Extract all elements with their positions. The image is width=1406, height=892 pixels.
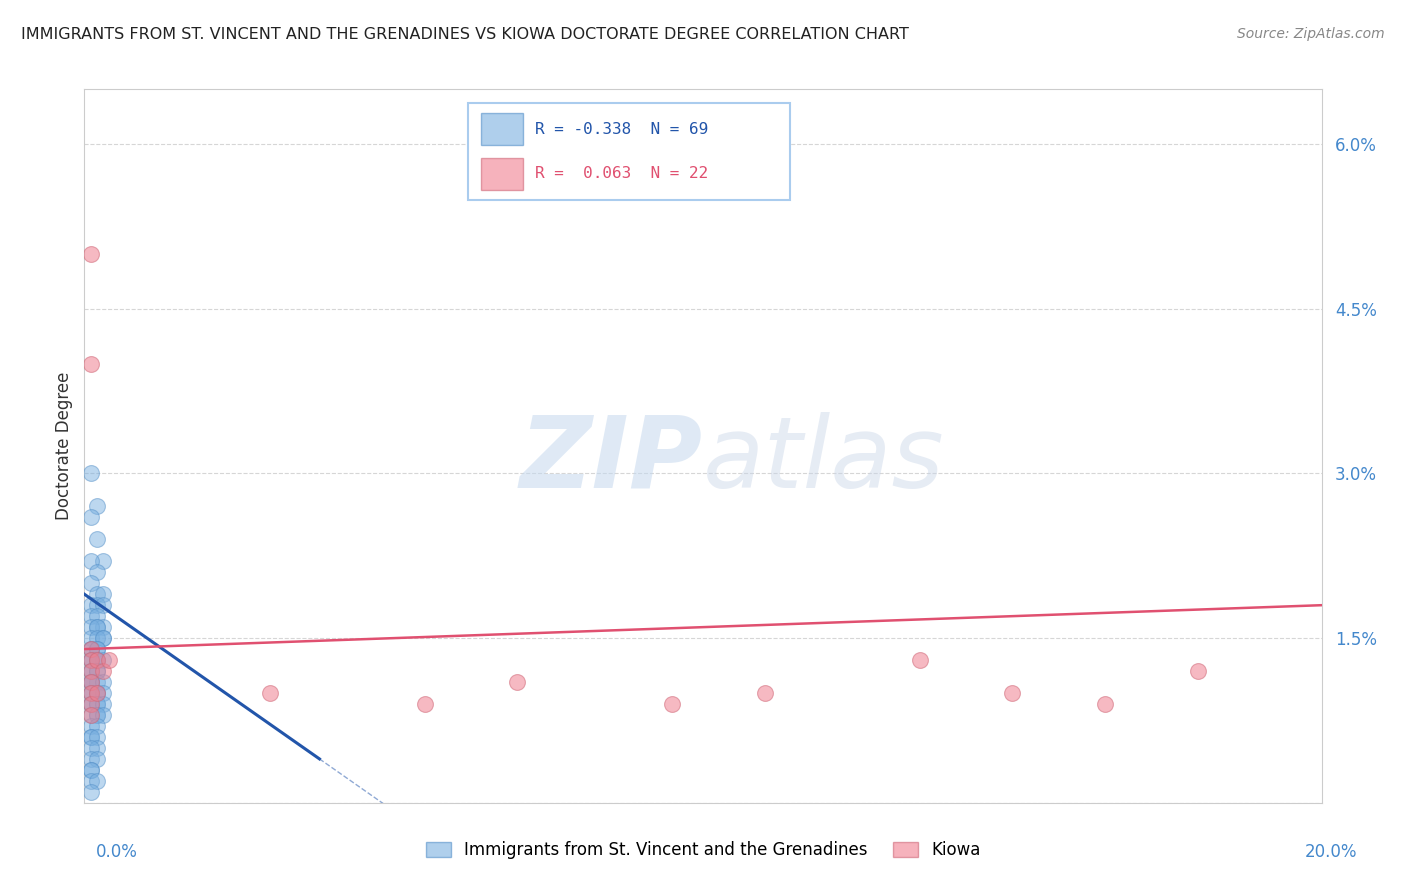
Point (86, 620, 108, 634)
Text: Source: ZipAtlas.com: Source: ZipAtlas.com (1237, 27, 1385, 41)
Point (86, 708, 108, 723)
Point (1001, 686, 1024, 700)
Point (79, 675, 101, 690)
Point (86, 752, 108, 766)
Point (79, 697, 101, 711)
Text: atlas: atlas (703, 412, 945, 508)
Point (86, 730, 108, 744)
Point (86, 566, 108, 580)
Point (79, 642, 101, 657)
Point (79, 697, 101, 711)
Point (79, 631, 101, 645)
Point (79, 357, 101, 371)
Point (86, 664, 108, 678)
Point (79, 642, 101, 657)
Point (86, 587, 108, 601)
Point (1094, 697, 1116, 711)
Point (79, 247, 101, 261)
Point (259, 686, 281, 700)
Point (91, 697, 114, 711)
Point (79, 554, 101, 568)
Point (79, 664, 101, 678)
Point (86, 609, 108, 624)
Point (86, 773, 108, 788)
Point (79, 686, 101, 700)
Point (86, 686, 108, 700)
Point (86, 642, 108, 657)
Point (79, 697, 101, 711)
Point (86, 500, 108, 514)
Point (91, 664, 114, 678)
Point (79, 740, 101, 755)
Point (79, 730, 101, 744)
Point (79, 642, 101, 657)
Point (79, 730, 101, 744)
Point (91, 686, 114, 700)
Point (79, 773, 101, 788)
Point (86, 642, 108, 657)
Point (1187, 664, 1209, 678)
Y-axis label: Doctorate Degree: Doctorate Degree (55, 372, 73, 520)
Point (86, 653, 108, 667)
Point (79, 664, 101, 678)
Point (908, 653, 931, 667)
Point (86, 653, 108, 667)
Point (86, 664, 108, 678)
Point (79, 719, 101, 733)
Point (754, 686, 776, 700)
Point (86, 719, 108, 733)
Point (86, 675, 108, 690)
Point (86, 653, 108, 667)
Point (79, 708, 101, 723)
Point (86, 686, 108, 700)
Point (79, 510, 101, 524)
Point (91, 620, 114, 634)
Point (79, 653, 101, 667)
Point (91, 631, 114, 645)
Point (91, 554, 114, 568)
Point (86, 697, 108, 711)
Point (79, 664, 101, 678)
Point (79, 620, 101, 634)
Point (79, 763, 101, 777)
Point (91, 631, 114, 645)
Point (506, 675, 529, 690)
Point (86, 740, 108, 755)
Point (79, 609, 101, 624)
Point (79, 675, 101, 690)
Point (79, 675, 101, 690)
Text: 20.0%: 20.0% (1305, 843, 1357, 861)
Point (661, 697, 683, 711)
Point (86, 533, 108, 547)
Point (413, 697, 436, 711)
Point (91, 708, 114, 723)
Point (86, 686, 108, 700)
Point (86, 598, 108, 612)
Point (86, 697, 108, 711)
Point (86, 708, 108, 723)
Point (79, 653, 101, 667)
Point (91, 598, 114, 612)
Point (91, 653, 114, 667)
Point (98, 653, 121, 667)
Point (79, 576, 101, 591)
Point (79, 598, 101, 612)
Point (79, 763, 101, 777)
Point (79, 675, 101, 690)
Point (79, 785, 101, 799)
Point (79, 686, 101, 700)
Point (79, 467, 101, 481)
Point (91, 587, 114, 601)
Point (86, 620, 108, 634)
Legend: Immigrants from St. Vincent and the Grenadines, Kiowa: Immigrants from St. Vincent and the Gren… (419, 835, 987, 866)
Text: IMMIGRANTS FROM ST. VINCENT AND THE GRENADINES VS KIOWA DOCTORATE DEGREE CORRELA: IMMIGRANTS FROM ST. VINCENT AND THE GREN… (21, 27, 908, 42)
Point (79, 752, 101, 766)
Point (79, 708, 101, 723)
Point (91, 675, 114, 690)
Text: 0.0%: 0.0% (96, 843, 138, 861)
Text: ZIP: ZIP (520, 412, 703, 508)
Point (79, 653, 101, 667)
Point (86, 631, 108, 645)
Point (79, 686, 101, 700)
